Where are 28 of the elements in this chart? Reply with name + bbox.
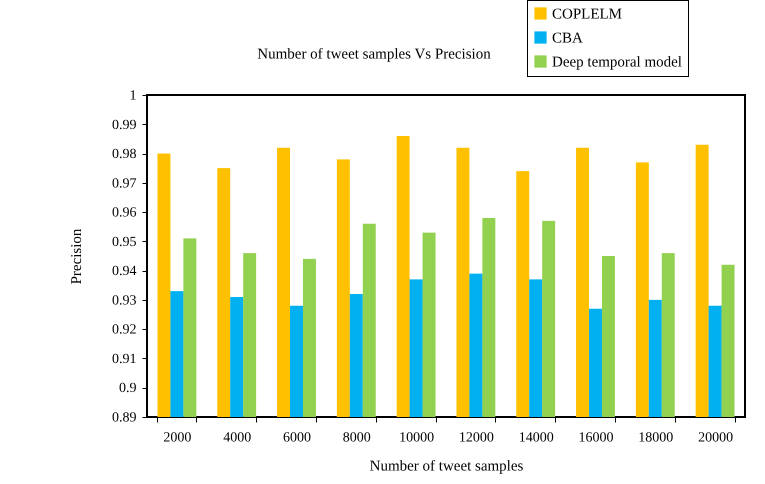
x-tick-label: 20000 [698,430,734,446]
x-tick-label: 14000 [518,430,554,446]
y-tick-label: 0.95 [112,234,136,250]
y-tick-label: 0.97 [112,176,136,192]
y-tick-label: 0.9 [119,381,136,396]
y-tick-label: 0.91 [112,352,136,367]
x-axis-title: Number of tweet samples [370,458,524,474]
chart-title: Number of tweet samples Vs Precision [257,46,492,62]
legend-label: COPLELM [552,6,622,22]
y-tick-label: 0.99 [112,118,136,133]
x-tick-label: 18000 [638,430,674,446]
x-tick-label: 10000 [399,430,434,446]
x-tick-label: 4000 [223,430,252,446]
x-tick-label: 8000 [342,430,371,446]
x-tick-label: 6000 [283,430,311,446]
y-tick-label: 0.93 [112,293,136,308]
y-tick-label: 0.92 [112,322,136,338]
y-tick-label: 0.98 [112,147,136,162]
x-tick-label: 16000 [578,430,614,446]
y-tick-label: 0.89 [112,410,136,426]
y-axis-title: Precision [69,228,85,284]
y-tick-label: 0.96 [112,206,136,221]
y-tick-label: 1 [130,88,136,104]
x-tick-label: 12000 [458,430,494,446]
y-tick-label: 0.94 [112,264,136,280]
legend-label: Deep temporal model [552,54,682,70]
x-tick-label: 2000 [163,430,192,446]
legend-label: CBA [552,30,584,46]
